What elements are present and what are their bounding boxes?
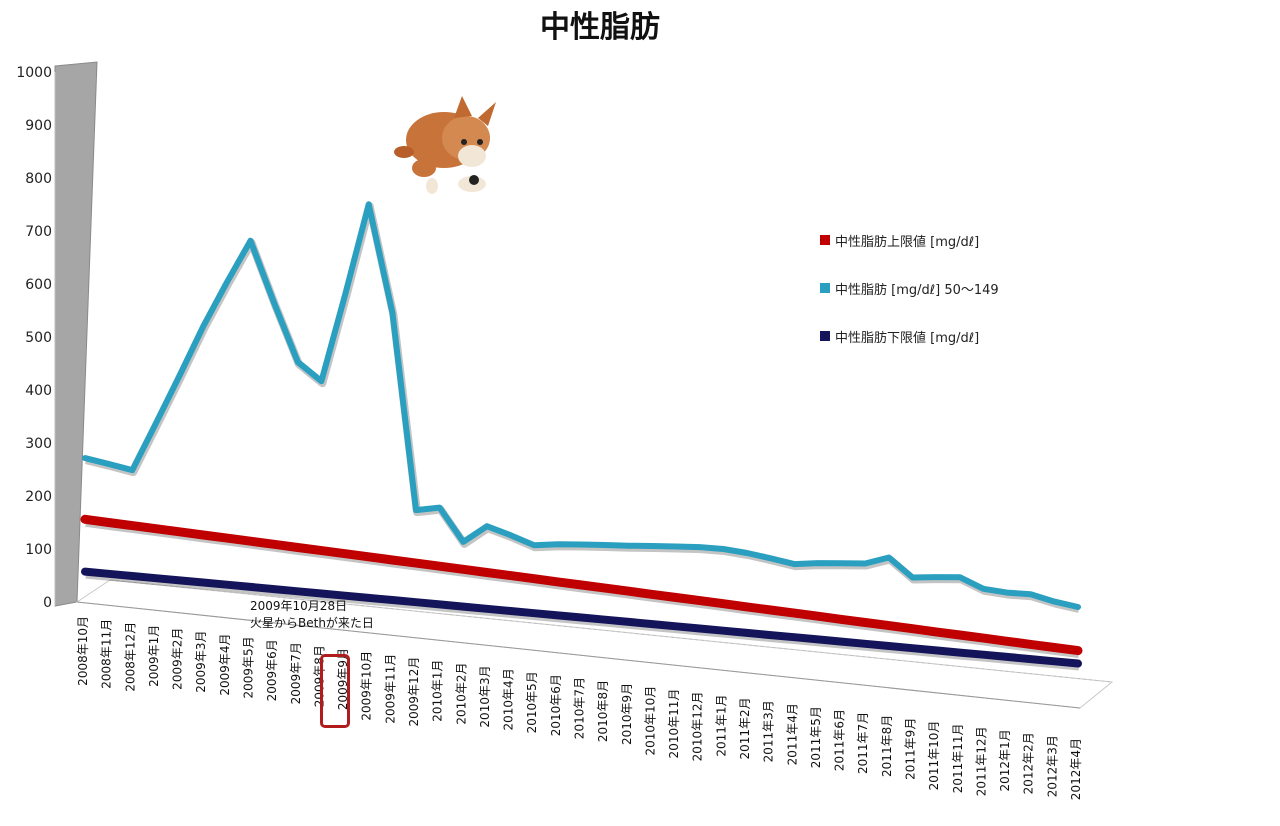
x-tick-label-24: 2010年10月 bbox=[643, 686, 657, 756]
dog-photo bbox=[384, 88, 512, 200]
back-wall bbox=[77, 62, 1112, 708]
x-tick-label-16: 2010年2月 bbox=[454, 662, 468, 724]
y-tick-label-1000: 1000 bbox=[16, 65, 52, 81]
x-tick-label-1: 2008年11月 bbox=[100, 619, 114, 689]
highlight-box-2009-10 bbox=[320, 654, 350, 728]
x-tick-label-3: 2009年1月 bbox=[147, 625, 161, 687]
y-tick-label-0: 0 bbox=[43, 595, 52, 611]
legend-swatch-triglyceride bbox=[820, 283, 830, 293]
x-tick-label-28: 2011年2月 bbox=[738, 697, 752, 759]
x-tick-label-40: 2012年2月 bbox=[1022, 732, 1036, 794]
x-tick-label-22: 2010年8月 bbox=[596, 680, 610, 742]
x-tick-label-4: 2009年2月 bbox=[171, 628, 185, 690]
x-tick-label-8: 2009年6月 bbox=[265, 639, 279, 701]
x-tick-label-35: 2011年9月 bbox=[904, 718, 918, 780]
series-line-1 bbox=[82, 201, 1081, 610]
x-tick-label-33: 2011年7月 bbox=[856, 712, 870, 774]
y-tick-label-700: 700 bbox=[25, 224, 52, 240]
chart-title: 中性脂肪 bbox=[540, 10, 660, 45]
x-tick-label-11: 2009年9月 bbox=[336, 648, 350, 710]
x-tick-label-29: 2011年3月 bbox=[762, 700, 776, 762]
x-axis-line bbox=[76, 601, 1081, 709]
series-line-2 bbox=[81, 567, 1082, 668]
chart-legend: 中性脂肪上限値 [mg/dℓ] 中性脂肪 [mg/dℓ] 50～149 中性脂肪… bbox=[820, 228, 1080, 372]
legend-label-upper-limit: 中性脂肪上限値 [mg/dℓ] bbox=[835, 234, 980, 250]
x-tick-label-13: 2009年11月 bbox=[383, 654, 397, 724]
annotation-note: 火星からBethが来た日 bbox=[250, 616, 374, 630]
x-tick-label-20: 2010年6月 bbox=[549, 674, 563, 736]
x-tick-label-41: 2012年3月 bbox=[1045, 735, 1059, 797]
x-tick-label-25: 2010年11月 bbox=[667, 689, 681, 759]
series-line-0 bbox=[80, 514, 1083, 656]
x-tick-label-6: 2009年4月 bbox=[218, 633, 232, 695]
x-tick-label-27: 2011年1月 bbox=[714, 694, 728, 756]
x-tick-label-17: 2010年3月 bbox=[478, 665, 492, 727]
x-tick-label-23: 2010年9月 bbox=[620, 683, 634, 745]
legend-swatch-lower-limit bbox=[820, 331, 830, 341]
legend-item-triglyceride: 中性脂肪 [mg/dℓ] 50～149 bbox=[820, 276, 1080, 300]
legend-swatch-upper-limit bbox=[820, 235, 830, 245]
x-tick-label-21: 2010年7月 bbox=[573, 677, 587, 739]
x-tick-label-31: 2011年5月 bbox=[809, 706, 823, 768]
x-tick-label-37: 2011年11月 bbox=[951, 723, 965, 793]
y-tick-label-400: 400 bbox=[25, 383, 52, 399]
legend-label-lower-limit: 中性脂肪下限値 [mg/dℓ] bbox=[835, 330, 980, 346]
x-tick-label-30: 2011年4月 bbox=[785, 703, 799, 765]
x-tick-label-39: 2012年1月 bbox=[998, 729, 1012, 791]
x-tick-label-7: 2009年5月 bbox=[242, 636, 256, 698]
x-tick-label-5: 2009年3月 bbox=[194, 631, 208, 693]
y-tick-label-200: 200 bbox=[25, 489, 52, 505]
x-tick-label-9: 2009年7月 bbox=[289, 642, 303, 704]
x-tick-label-26: 2010年12月 bbox=[691, 692, 705, 762]
x-tick-label-0: 2008年10月 bbox=[76, 616, 90, 686]
y-tick-label-900: 900 bbox=[25, 118, 52, 134]
legend-item-upper-limit: 中性脂肪上限値 [mg/dℓ] bbox=[820, 228, 1080, 252]
x-tick-label-34: 2011年8月 bbox=[880, 715, 894, 777]
x-tick-label-19: 2010年5月 bbox=[525, 671, 539, 733]
y-tick-label-600: 600 bbox=[25, 277, 52, 293]
y-tick-label-500: 500 bbox=[25, 330, 52, 346]
x-tick-label-38: 2011年12月 bbox=[974, 726, 988, 796]
x-tick-label-2: 2008年12月 bbox=[123, 622, 137, 692]
legend-item-lower-limit: 中性脂肪下限値 [mg/dℓ] bbox=[820, 324, 1080, 348]
x-tick-label-18: 2010年4月 bbox=[502, 668, 516, 730]
x-tick-label-14: 2009年12月 bbox=[407, 657, 421, 727]
x-tick-label-32: 2011年6月 bbox=[833, 709, 847, 771]
y-tick-label-800: 800 bbox=[25, 171, 52, 187]
x-tick-label-12: 2009年10月 bbox=[360, 651, 374, 721]
x-tick-label-36: 2011年10月 bbox=[927, 721, 941, 791]
x-tick-label-15: 2010年1月 bbox=[431, 660, 445, 722]
y-tick-label-300: 300 bbox=[25, 436, 52, 452]
y-tick-label-100: 100 bbox=[25, 542, 52, 558]
legend-label-triglyceride: 中性脂肪 [mg/dℓ] 50～149 bbox=[835, 282, 999, 298]
x-tick-label-42: 2012年4月 bbox=[1069, 738, 1083, 800]
annotation-date: 2009年10月28日 bbox=[250, 599, 348, 613]
